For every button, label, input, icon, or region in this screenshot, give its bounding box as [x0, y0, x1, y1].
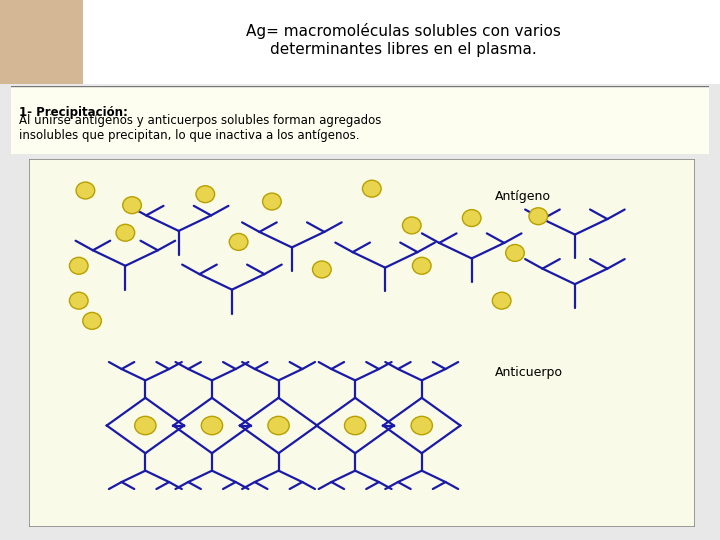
Ellipse shape	[83, 313, 102, 329]
Ellipse shape	[196, 186, 215, 202]
Ellipse shape	[492, 292, 511, 309]
Text: 1- Precipitación:: 1- Precipitación:	[19, 105, 128, 119]
Ellipse shape	[312, 261, 331, 278]
Ellipse shape	[69, 292, 88, 309]
Ellipse shape	[229, 233, 248, 251]
Text: Anticuerpo: Anticuerpo	[495, 366, 563, 379]
Text: Al unirse antígenos y anticuerpos solubles forman agregados
insolubles que preci: Al unirse antígenos y anticuerpos solubl…	[19, 114, 382, 142]
Ellipse shape	[402, 217, 421, 234]
Ellipse shape	[362, 180, 381, 197]
Ellipse shape	[263, 193, 282, 210]
Text: Ag= macromoléculas solubles con varios
determinantes libres en el plasma.: Ag= macromoléculas solubles con varios d…	[246, 23, 561, 57]
FancyBboxPatch shape	[0, 0, 83, 84]
Ellipse shape	[411, 416, 433, 435]
Ellipse shape	[529, 208, 548, 225]
Ellipse shape	[116, 224, 135, 241]
Ellipse shape	[268, 416, 289, 435]
Ellipse shape	[462, 210, 481, 226]
Ellipse shape	[122, 197, 141, 214]
Text: Antígeno: Antígeno	[495, 190, 551, 202]
Ellipse shape	[76, 182, 95, 199]
Ellipse shape	[505, 245, 524, 261]
Ellipse shape	[413, 258, 431, 274]
Ellipse shape	[344, 416, 366, 435]
FancyBboxPatch shape	[83, 0, 720, 84]
FancyBboxPatch shape	[4, 86, 716, 154]
FancyBboxPatch shape	[29, 159, 695, 526]
Ellipse shape	[69, 258, 88, 274]
Ellipse shape	[135, 416, 156, 435]
Ellipse shape	[202, 416, 222, 435]
